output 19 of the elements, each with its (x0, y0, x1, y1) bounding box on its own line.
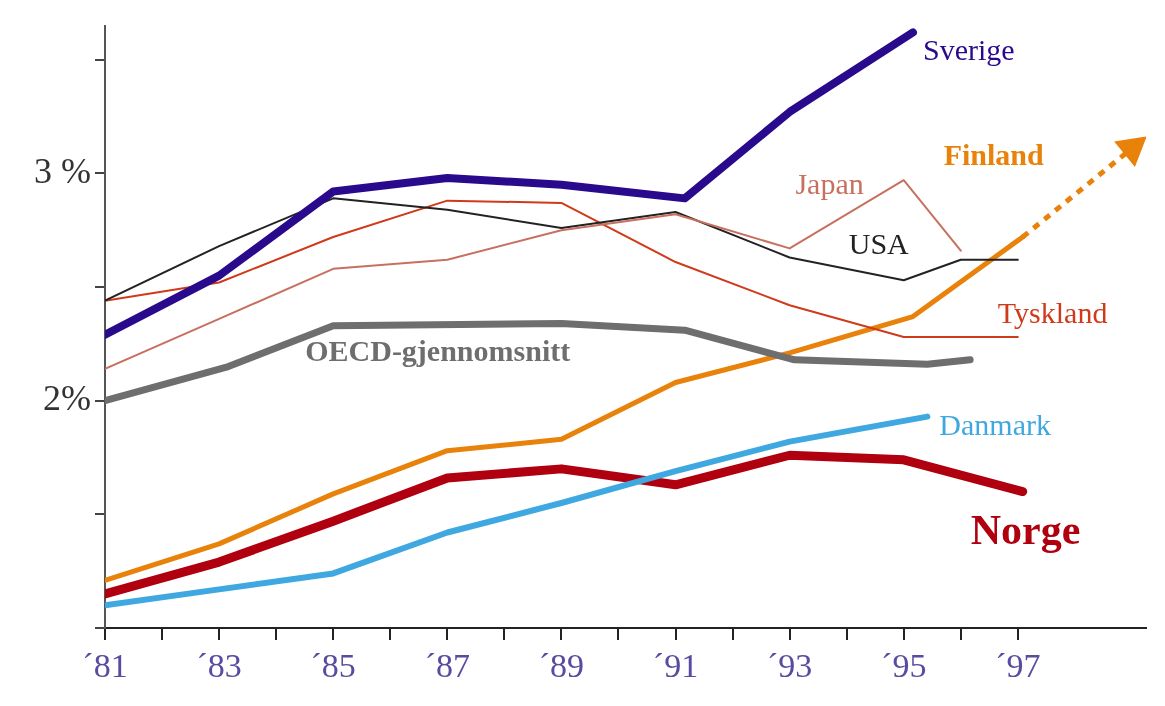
series-label: Norge (970, 506, 1081, 553)
series-label: Tyskland (997, 296, 1108, 330)
x-tick-label: ´95 (881, 647, 927, 685)
text: Finland (943, 138, 1045, 172)
x-tick-label: ´91 (652, 647, 699, 685)
x-tick-label: ´97 (995, 647, 1041, 685)
series-label: Japan (795, 167, 864, 201)
series-label: Danmark (939, 407, 1051, 441)
x-tick-label: ´93 (766, 647, 813, 685)
series-label: Sverige (922, 33, 1015, 67)
x-tick-label: ´89 (538, 647, 585, 685)
x-tick-label: ´85 (310, 647, 356, 685)
y-tick-label: 2% (43, 378, 91, 419)
series-label: OECD-gjennomsnitt (305, 333, 571, 367)
x-tick-label: ´83 (196, 647, 242, 685)
series-label: USA (848, 227, 910, 261)
y-tick-label: 3 % (34, 150, 91, 191)
x-tick-label: ´81 (82, 647, 128, 685)
x-tick-label: ´87 (424, 647, 470, 685)
